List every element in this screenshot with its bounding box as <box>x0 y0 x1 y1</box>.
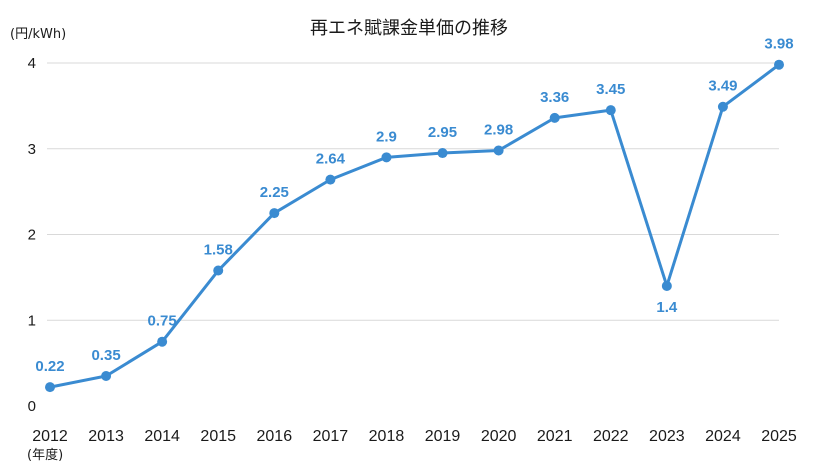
y-tick-label: 1 <box>28 312 36 329</box>
data-label: 2.9 <box>376 128 397 145</box>
data-point <box>45 382 55 393</box>
data-label: 0.75 <box>148 313 177 330</box>
x-tick-label: 2013 <box>88 428 124 445</box>
data-point <box>605 105 616 116</box>
data-point <box>717 101 728 112</box>
gridlines <box>47 62 779 321</box>
x-tick-label: 2012 <box>32 428 68 445</box>
data-label: 2.25 <box>260 184 289 201</box>
x-tick-label: 2018 <box>369 428 405 445</box>
data-label: 0.35 <box>91 347 120 364</box>
data-point <box>213 265 224 276</box>
x-axis-unit-label: (年度) <box>27 447 63 463</box>
data-point <box>493 145 504 156</box>
data-point <box>101 370 112 381</box>
y-axis-ticks: 0 1 2 3 4 <box>28 55 36 415</box>
data-points <box>45 59 784 393</box>
y-tick-label: 2 <box>28 227 36 244</box>
x-tick-label: 2014 <box>144 428 180 445</box>
x-tick-label: 2024 <box>705 428 741 445</box>
x-tick-label: 2022 <box>593 428 629 445</box>
data-label: 2.64 <box>316 151 346 168</box>
x-tick-label: 2023 <box>649 428 685 445</box>
series-polyline <box>49 63 780 389</box>
data-point <box>549 112 560 123</box>
y-axis-unit-label: (円/kWh) <box>10 27 66 42</box>
x-axis-ticks: 2012 2013 2014 2015 2016 2017 2018 2019 2020 2021… <box>32 428 797 445</box>
data-label: 3.98 <box>764 36 793 53</box>
data-point <box>381 152 392 163</box>
x-tick-label: 2025 <box>761 428 797 445</box>
series-line <box>49 63 780 389</box>
x-tick-label: 2016 <box>257 428 293 445</box>
data-point <box>269 208 280 219</box>
data-point <box>661 280 672 291</box>
x-tick-label: 2019 <box>425 428 461 445</box>
x-tick-label: 2020 <box>481 428 517 445</box>
data-label: 2.98 <box>484 121 513 138</box>
data-point <box>325 174 336 185</box>
data-label: 1.4 <box>656 299 678 316</box>
data-label: 1.58 <box>204 242 233 259</box>
y-tick-label: 4 <box>28 55 36 72</box>
data-label: 3.36 <box>540 89 569 106</box>
data-point <box>437 148 448 159</box>
data-label: 3.49 <box>708 78 737 95</box>
data-point <box>774 59 784 70</box>
chart-title: 再エネ賦課金単価の推移 <box>310 18 508 39</box>
x-tick-label: 2021 <box>537 428 573 445</box>
y-tick-label: 3 <box>28 141 36 158</box>
y-tick-label: 0 <box>28 398 36 415</box>
data-point <box>157 336 168 347</box>
x-tick-label: 2015 <box>200 428 236 445</box>
data-label: 2.95 <box>428 124 457 141</box>
data-labels: 0.22 0.35 0.75 1.58 2.25 2.64 2.9 2.95 2.98 3.36 3… <box>35 36 793 375</box>
x-tick-label: 2017 <box>313 428 349 445</box>
data-label: 0.22 <box>35 358 64 375</box>
data-label: 3.45 <box>596 81 625 98</box>
